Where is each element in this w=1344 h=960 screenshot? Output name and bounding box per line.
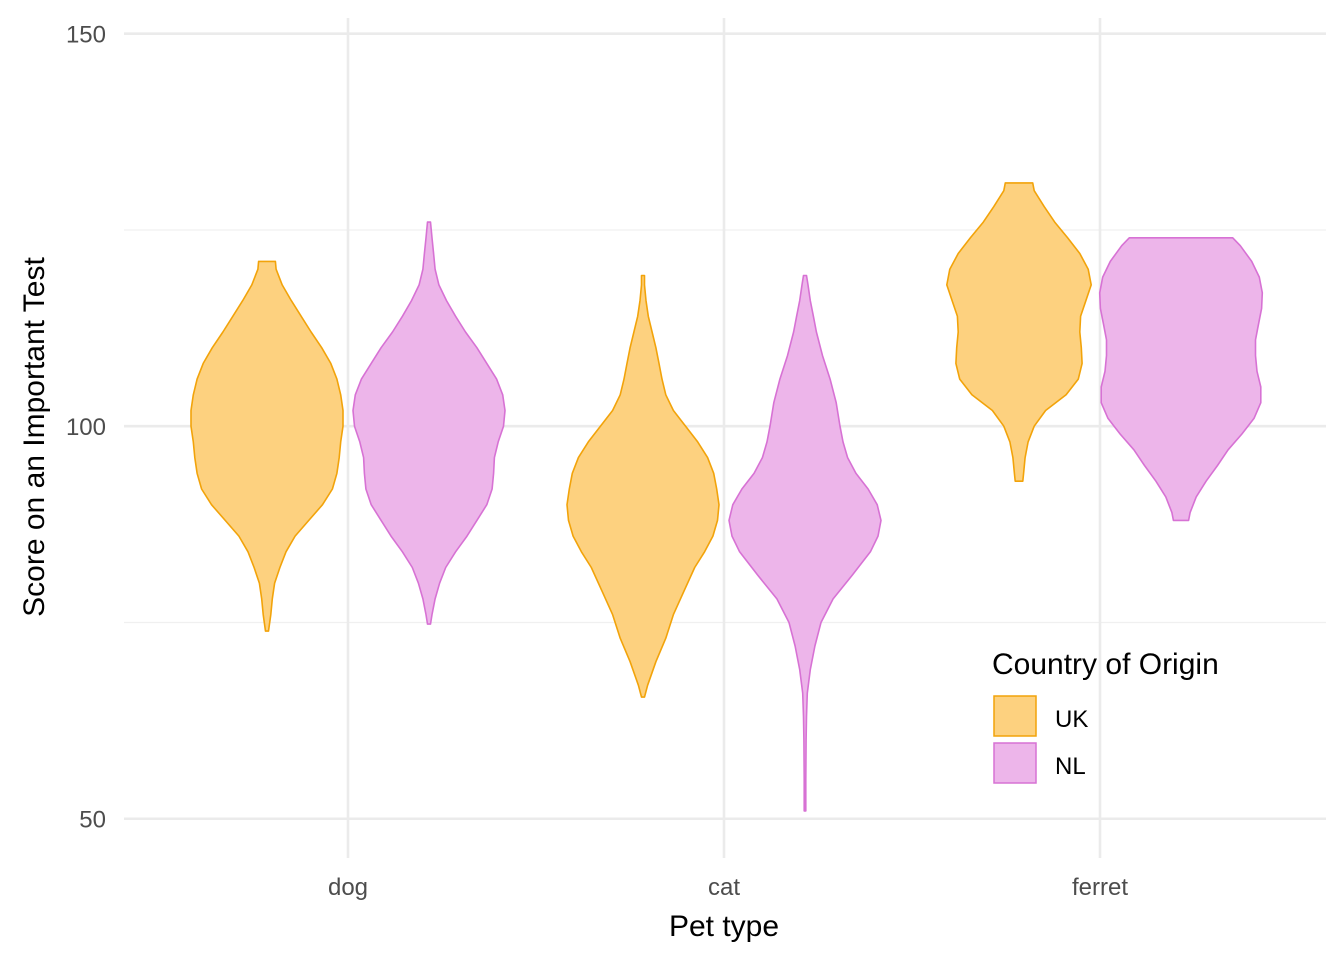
violin-dog-nl <box>352 221 506 625</box>
y-tick-label: 150 <box>66 22 106 49</box>
x-tick-label-dog: dog <box>328 874 368 901</box>
y-tick-label: 50 <box>79 807 106 834</box>
legend-label-uk: UK <box>1055 706 1088 733</box>
violin-dog-uk <box>190 260 344 632</box>
violin-ferret-nl <box>1098 237 1264 522</box>
violin-layer <box>190 182 1264 812</box>
legend: Country of Origin UK NL <box>992 648 1219 784</box>
violin-cat-nl <box>728 274 882 812</box>
y-tick-label: 100 <box>66 414 106 441</box>
y-tick-labels: 50 100 150 <box>66 22 106 834</box>
x-axis-title: Pet type <box>669 910 779 943</box>
x-tick-label-ferret: ferret <box>1072 874 1128 901</box>
x-tick-labels: dog cat ferret <box>328 874 1128 901</box>
y-axis-title: Score on an Important Test <box>18 257 51 617</box>
x-tick-label-cat: cat <box>708 874 740 901</box>
legend-key-nl <box>993 742 1037 784</box>
legend-label-nl: NL <box>1055 753 1086 780</box>
legend-key-uk <box>993 695 1037 737</box>
violin-cat-uk <box>566 274 720 698</box>
legend-title: Country of Origin <box>992 648 1219 681</box>
violin-ferret-uk <box>946 182 1092 482</box>
